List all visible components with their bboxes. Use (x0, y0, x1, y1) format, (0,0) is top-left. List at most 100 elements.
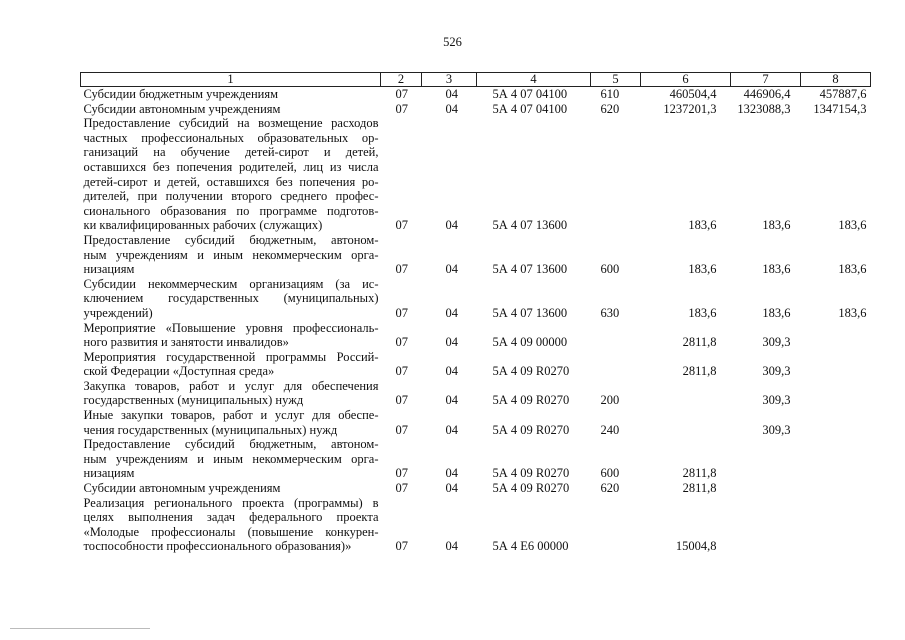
amount-col-8: 183,6 (838, 262, 867, 277)
section-code: 07 (395, 422, 409, 437)
amount-col-6: 460504,4 (669, 87, 717, 101)
description-line: чения государственных (муниципальных) ну… (83, 422, 338, 437)
amount-col-8 (801, 408, 871, 437)
target-article-code: 5А 4 09 R0270 (492, 422, 570, 437)
amount-col-7: 309,3 (762, 393, 791, 408)
table-row: Реализация регионального проекта (програ… (81, 496, 871, 554)
section-code: 07 (395, 364, 409, 379)
subsection-code: 04 (445, 101, 459, 116)
section-code: 07 (395, 393, 409, 408)
row-description: Предоставление субсидий на возмещение ра… (81, 116, 381, 233)
table-row: Предоставление субсидий на возмещение ра… (81, 116, 871, 233)
subsection-code: 04 (445, 218, 459, 233)
row-description: Субсидии некоммерческим организациям (за… (81, 277, 381, 321)
subsection-code: 04 (445, 539, 459, 554)
amount-col-8: 183,6 (838, 305, 867, 320)
description-line: государственных (муниципальных) нужд (83, 393, 304, 408)
target-article-code: 5А 4 09 00000 (492, 335, 568, 350)
description-line: Мероприятие «Повышение уровня профессион… (83, 320, 379, 335)
description-line: Субсидии некоммерческим организациям (за… (83, 276, 379, 291)
section-code: 07 (395, 305, 409, 320)
table-row: Предоставление субсидий бюджетным, автон… (81, 233, 871, 277)
target-article-code: 5А 4 E6 00000 (492, 539, 569, 554)
table-row: Мероприятие «Повышение уровня профессион… (81, 321, 871, 350)
description-line: Субсидии автономным учреждениям (83, 481, 281, 496)
subsection-code: 04 (445, 422, 459, 437)
row-description: Закупка товаров, работ и услуг для обесп… (81, 379, 381, 408)
row-description: Реализация регионального проекта (програ… (81, 496, 381, 554)
description-line: Реализация регионального проекта (програ… (83, 495, 379, 510)
row-description: Мероприятие «Повышение уровня профессион… (81, 321, 381, 350)
amount-col-7: 446906,4 (743, 87, 791, 101)
amount-col-6: 2811,8 (682, 481, 717, 496)
subsection-code: 04 (445, 364, 459, 379)
description-line: учреждений) (83, 305, 153, 320)
expense-type-code: 610 (600, 87, 620, 101)
target-article-code: 5А 4 07 13600 (492, 262, 568, 277)
amount-col-6: 2811,8 (682, 466, 717, 481)
description-line: сионального образования по программе под… (83, 203, 379, 218)
page-number: 526 (443, 35, 462, 49)
amount-col-7: 309,3 (762, 335, 791, 350)
description-line: Мероприятия государственной программы Ро… (83, 349, 379, 364)
amount-col-6: 183,6 (688, 305, 717, 320)
description-line: «Молодые профессионалы (повышение конкур… (83, 524, 379, 539)
subsection-code: 04 (445, 393, 459, 408)
row-description: Субсидии автономным учреждениям (81, 102, 381, 117)
row-description: Субсидии бюджетным учреждениям (81, 87, 381, 102)
table-row: Мероприятия государственной программы Ро… (81, 350, 871, 379)
description-line: низациям (83, 262, 135, 277)
target-article-code: 5А 4 07 04100 (492, 87, 568, 101)
section-code: 07 (395, 335, 409, 350)
scan-artifact-line (10, 628, 150, 629)
amount-col-6 (641, 379, 731, 408)
section-code: 07 (395, 262, 409, 277)
amount-col-7 (731, 496, 801, 554)
target-article-code: 5А 4 09 R0270 (492, 466, 570, 481)
section-code: 07 (395, 101, 409, 116)
amount-col-7 (731, 481, 801, 496)
row-description: Иные закупки товаров, работ и услуг для … (81, 408, 381, 437)
table-row: Закупка товаров, работ и услуг для обесп… (81, 379, 871, 408)
row-description: Предоставление субсидий бюджетным, автон… (81, 437, 381, 481)
amount-col-8: 1347154,3 (813, 101, 867, 116)
expense-type-code: 620 (600, 101, 620, 116)
section-code: 07 (395, 218, 409, 233)
description-line: Предоставление субсидий бюджетным, автон… (83, 437, 379, 452)
amount-col-8: 457887,6 (819, 87, 867, 101)
subsection-code: 04 (445, 466, 459, 481)
amount-col-6: 183,6 (688, 218, 717, 233)
description-line: ской Федерации «Доступная среда» (83, 364, 275, 379)
description-line: частных профессиональных образовательных… (83, 130, 379, 145)
column-header-2: 2 (380, 72, 422, 87)
expense-type-code: 240 (600, 422, 620, 437)
table-row: Субсидии некоммерческим организациям (за… (81, 277, 871, 321)
description-line: Иные закупки товаров, работ и услуг для … (83, 408, 379, 423)
section-code: 07 (395, 466, 409, 481)
table-row: Иные закупки товаров, работ и услуг для … (81, 408, 871, 437)
amount-col-7: 309,3 (762, 364, 791, 379)
column-header-3: 3 (421, 72, 477, 87)
expense-type-code: 200 (600, 393, 620, 408)
table-row: Субсидии бюджетным учреждениям 07 04 5А 4 0… (81, 87, 871, 102)
row-description: Мероприятия государственной программы Ро… (81, 350, 381, 379)
target-article-code: 5А 4 09 R0270 (492, 481, 570, 496)
column-header-4: 4 (476, 72, 591, 87)
description-line: Субсидии автономным учреждениям (83, 101, 281, 116)
amount-col-8: 183,6 (838, 218, 867, 233)
description-line: ки квалифицированных рабочих (служащих) (83, 218, 323, 233)
target-article-code: 5А 4 09 R0270 (492, 364, 570, 379)
amount-col-7: 183,6 (762, 305, 791, 320)
column-header-5: 5 (590, 72, 641, 87)
column-header-1: 1 (80, 72, 381, 87)
amount-col-6 (641, 408, 731, 437)
column-header-6: 6 (640, 72, 731, 87)
description-line: ным учреждениям и иным некоммерческим ор… (83, 451, 379, 466)
subsection-code: 04 (445, 335, 459, 350)
expense-type-code (591, 116, 641, 233)
description-line: тоспособности профессионального образова… (83, 539, 352, 554)
amount-col-7: 183,6 (762, 218, 791, 233)
amount-col-8 (801, 321, 871, 350)
